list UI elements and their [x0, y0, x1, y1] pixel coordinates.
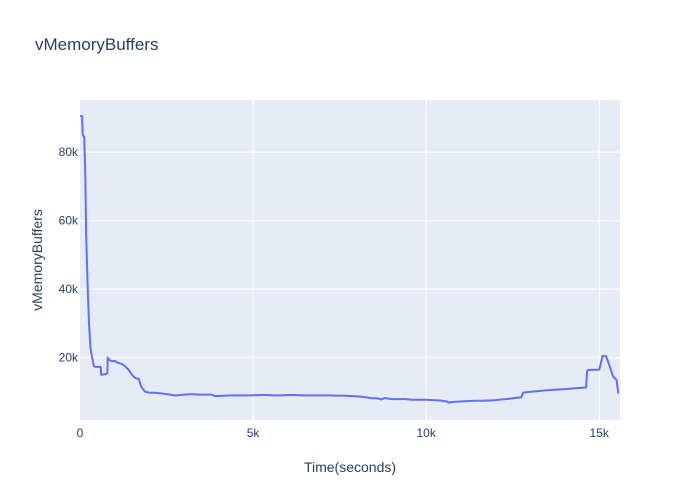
x-tick-label: 5k: [247, 426, 261, 440]
y-tick-label: 40k: [59, 282, 79, 296]
y-tick-label: 20k: [59, 351, 79, 365]
grid-lines: [80, 100, 620, 420]
x-axis-title: Time(seconds): [304, 459, 396, 475]
series-line: [80, 115, 620, 404]
y-tick-label: 60k: [59, 214, 79, 228]
chart-title: vMemoryBuffers: [35, 35, 158, 54]
x-tick-labels: 0 5k 10k 15k: [77, 426, 610, 440]
series-layer: [80, 115, 620, 404]
y-tick-labels: 20k 40k 60k 80k: [59, 145, 79, 365]
y-tick-label: 80k: [59, 145, 79, 159]
x-tick-label: 15k: [590, 426, 610, 440]
plot-background: [80, 100, 620, 420]
y-axis-title: vMemoryBuffers: [29, 209, 45, 311]
x-tick-label: 0: [77, 426, 84, 440]
x-tick-label: 10k: [416, 426, 436, 440]
